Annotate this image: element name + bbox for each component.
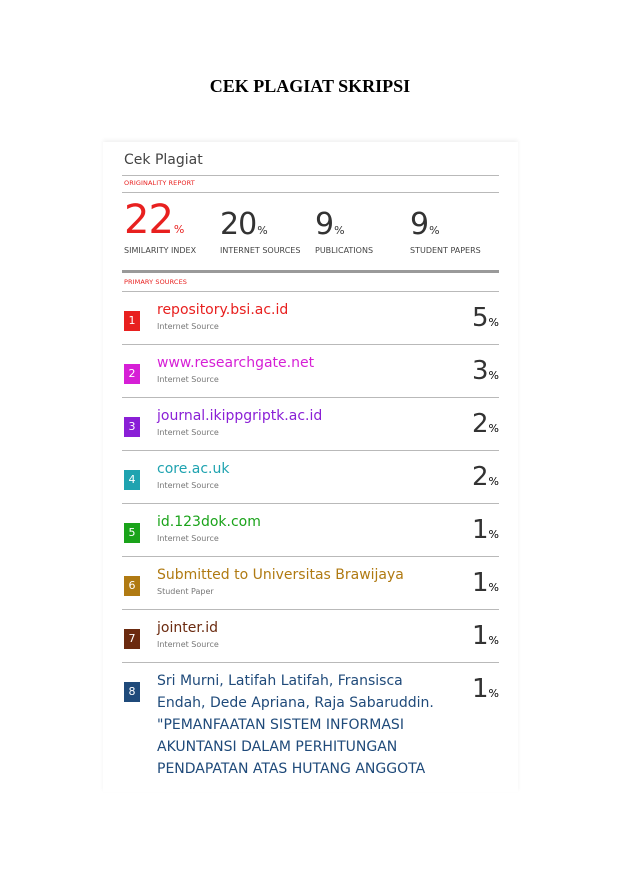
source-name: www.researchgate.net [157,355,315,371]
divider [122,609,499,610]
stat: 22% [124,200,184,240]
divider [122,503,499,504]
source-percent: 1% [472,570,499,596]
percent-value: 3 [472,356,489,386]
source-percent: 2% [472,464,499,490]
source-name: Sri Murni, Latifah Latifah, Fransisca En… [157,673,434,777]
stat: 9% [410,210,440,240]
stat: 9% [315,210,345,240]
section-heading: ORIGINALITY REPORT [124,179,195,187]
source-type: Student Paper [157,587,214,596]
percent-value: 2 [472,409,489,439]
percent-value: 1 [472,568,489,598]
stat-unit: % [334,224,345,237]
source-number: 3 [124,417,140,437]
stat-label: INTERNET SOURCES [220,246,301,255]
percent-value: 1 [472,515,489,545]
divider [122,192,499,193]
source-number: 2 [124,364,140,384]
stat-value: 20 [220,207,257,242]
divider [122,556,499,557]
source-number: 8 [124,682,140,702]
percent-value: 1 [472,621,489,651]
source-number: 4 [124,470,140,490]
stat-label: SIMILARITY INDEX [124,246,197,255]
percent-value: 2 [472,462,489,492]
percent-unit: % [488,422,499,435]
divider [122,397,499,398]
stat-value: 22 [124,197,174,243]
percent-unit: % [488,581,499,594]
source-name: journal.ikippgriptk.ac.id [157,408,323,424]
divider [122,291,499,292]
stat-unit: % [257,224,268,237]
source-percent: 1% [472,623,499,649]
source-name: core.ac.uk [157,461,230,477]
stat: 20% [220,210,268,240]
page-title: CEK PLAGIAT SKRIPSI [209,76,411,96]
source-percent: 5% [472,305,499,331]
percent-unit: % [488,369,499,382]
source-type: Internet Source [157,481,219,490]
divider [122,662,499,663]
percent-unit: % [488,687,499,700]
source-type: Internet Source [157,375,219,384]
source-name: repository.bsi.ac.id [157,302,289,318]
stat-label: STUDENT PAPERS [410,246,481,255]
source-number: 1 [124,311,140,331]
source-type: Internet Source [157,322,219,331]
percent-value: 5 [472,303,489,333]
source-name: jointer.id [157,620,219,636]
percent-unit: % [488,528,499,541]
section-heading: PRIMARY SOURCES [124,278,188,286]
percent-unit: % [488,634,499,647]
divider [122,450,499,451]
divider [122,175,499,176]
report-title: Cek Plagiat [124,152,203,168]
stat-unit: % [173,223,185,236]
source-percent: 3% [472,358,499,384]
source-number: 5 [124,523,140,543]
source-type: Internet Source [157,534,219,543]
source-type: Internet Source [157,428,219,437]
stat-unit: % [429,224,440,237]
stat-value: 9 [410,207,429,242]
divider [122,344,499,345]
source-percent: 2% [472,411,499,437]
source-type: Internet Source [157,640,219,649]
stat-value: 9 [315,207,334,242]
percent-value: 1 [472,674,489,704]
source-name: id.123dok.com [157,514,261,530]
source-percent: 1% [472,676,499,702]
source-number: 7 [124,629,140,649]
source-percent: 1% [472,517,499,543]
source-number: 6 [124,576,140,596]
stat-label: PUBLICATIONS [315,246,374,255]
source-name: Submitted to Universitas Brawijaya [157,567,404,583]
divider [122,270,499,273]
percent-unit: % [488,316,499,329]
percent-unit: % [488,475,499,488]
